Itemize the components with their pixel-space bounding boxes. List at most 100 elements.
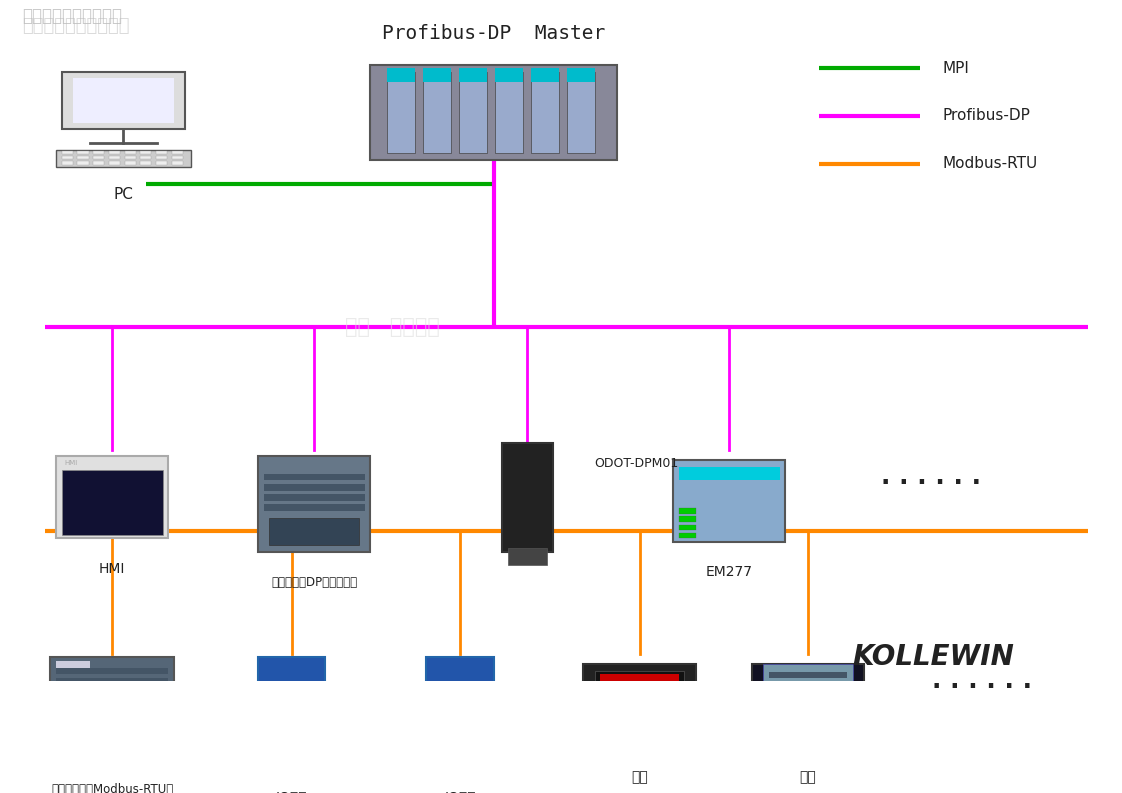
Text: 亿图试用版，请注册！: 亿图试用版，请注册！ <box>22 7 122 25</box>
Text: . . . . . .: . . . . . . <box>931 669 1032 693</box>
Bar <box>769 691 847 697</box>
Text: 图试   版，请注: 图试 版，请注 <box>346 317 440 337</box>
Bar <box>77 151 89 154</box>
Bar <box>258 457 370 552</box>
Bar <box>56 688 168 695</box>
Bar <box>156 162 167 165</box>
Bar <box>502 442 552 552</box>
Bar <box>567 68 595 82</box>
Bar <box>495 68 523 82</box>
Bar <box>583 665 696 746</box>
Circle shape <box>783 728 799 737</box>
Bar <box>275 757 284 765</box>
Bar <box>309 757 318 765</box>
Text: 仪表: 仪表 <box>800 770 816 783</box>
Circle shape <box>761 728 776 737</box>
Bar <box>387 68 415 82</box>
Bar <box>507 549 546 565</box>
Bar <box>426 749 494 767</box>
Bar <box>567 71 595 153</box>
Text: 亿图试用版，请注册！: 亿图试用版，请注册！ <box>22 17 130 35</box>
Bar <box>156 151 167 154</box>
Bar <box>656 733 677 739</box>
Bar <box>679 467 780 481</box>
Bar <box>109 156 120 159</box>
Bar <box>531 68 559 82</box>
Bar <box>172 151 183 154</box>
Bar <box>264 504 365 511</box>
Bar <box>769 701 847 707</box>
Bar <box>93 151 104 154</box>
Text: MPI: MPI <box>942 60 969 75</box>
Bar <box>763 665 853 712</box>
Bar <box>125 156 136 159</box>
Text: 变频器（支持Modbus-RTU）: 变频器（支持Modbus-RTU） <box>52 783 173 793</box>
Text: 仪表: 仪表 <box>632 770 647 783</box>
Bar <box>426 657 494 753</box>
Bar <box>264 484 365 491</box>
Text: Modbus-RTU: Modbus-RTU <box>942 156 1038 171</box>
Bar <box>109 162 120 165</box>
Bar <box>466 757 475 765</box>
Bar <box>56 668 168 675</box>
Bar <box>62 162 73 165</box>
Bar <box>628 733 649 739</box>
Bar <box>264 494 365 500</box>
Text: HMI: HMI <box>64 460 77 465</box>
Bar <box>62 470 163 534</box>
Bar <box>56 661 90 668</box>
Text: 变频器（带DP从站功能）: 变频器（带DP从站功能） <box>272 576 357 588</box>
Bar <box>125 162 136 165</box>
Bar <box>62 151 73 154</box>
Bar <box>454 757 463 765</box>
Text: Profibus-DP: Profibus-DP <box>942 109 1030 124</box>
Circle shape <box>806 728 821 737</box>
Bar <box>77 156 89 159</box>
Bar <box>62 156 73 159</box>
Text: EM277: EM277 <box>706 565 753 580</box>
Bar <box>443 757 452 765</box>
Bar <box>679 533 696 538</box>
Bar <box>432 757 441 765</box>
Bar <box>679 525 696 530</box>
Text: IO模块: IO模块 <box>444 791 476 793</box>
Bar <box>258 749 325 767</box>
Bar <box>77 162 89 165</box>
Bar <box>50 657 174 760</box>
Bar <box>56 457 168 538</box>
Bar <box>172 162 183 165</box>
Bar <box>286 757 295 765</box>
Bar <box>769 682 847 688</box>
Bar <box>93 156 104 159</box>
Bar <box>459 68 487 82</box>
Bar <box>140 162 151 165</box>
Bar <box>387 71 415 153</box>
Bar <box>62 71 185 129</box>
Bar <box>56 699 168 705</box>
Bar <box>56 678 168 684</box>
Text: . . . . . .: . . . . . . <box>881 465 982 489</box>
Text: ODOT-DPM01: ODOT-DPM01 <box>595 457 679 469</box>
Bar <box>595 671 684 699</box>
Bar <box>264 757 273 765</box>
Bar <box>56 150 191 167</box>
Bar <box>156 156 167 159</box>
Text: PC: PC <box>113 187 134 202</box>
Text: IO模块: IO模块 <box>276 791 307 793</box>
Bar <box>264 473 365 481</box>
Text: KOLLEWIN: KOLLEWIN <box>853 643 1014 671</box>
Bar <box>495 71 523 153</box>
Bar <box>258 657 325 753</box>
Bar <box>679 508 696 514</box>
Bar <box>56 709 168 715</box>
Bar <box>531 71 559 153</box>
Bar <box>125 151 136 154</box>
Bar <box>673 460 785 542</box>
Bar <box>423 68 451 82</box>
Bar <box>140 151 151 154</box>
Bar <box>679 516 696 522</box>
Text: HMI: HMI <box>99 562 126 576</box>
Bar <box>73 79 174 123</box>
Bar <box>600 733 620 739</box>
Bar <box>477 757 486 765</box>
